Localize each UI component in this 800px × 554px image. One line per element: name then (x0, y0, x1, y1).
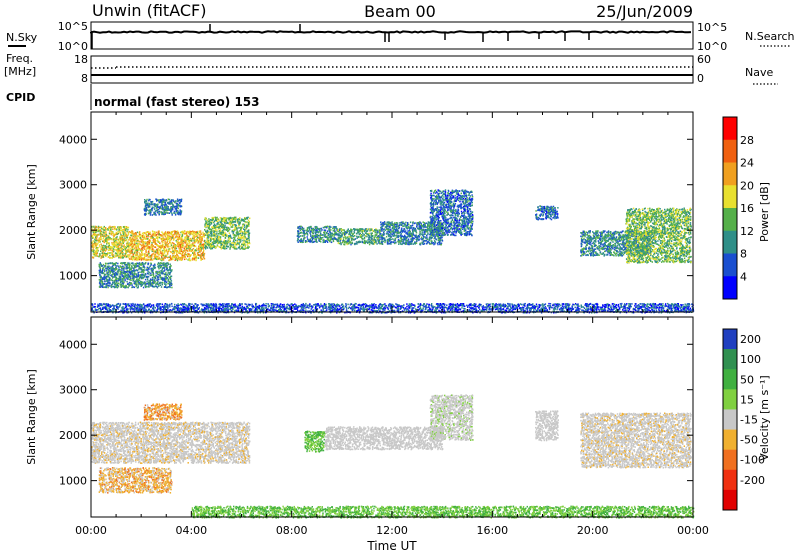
date-title: 25/Jun/2009 (596, 2, 693, 21)
power-cbar-swatch-1 (723, 140, 737, 163)
power-region-3 (99, 262, 173, 289)
power-cbar-tick-6: 4 (740, 270, 747, 283)
velocity-region-5 (430, 394, 474, 441)
velocity-cbar-tick-2: 50 (740, 373, 754, 386)
power-cbar-swatch-7 (723, 276, 737, 299)
velocity-colorbar-label: Velocity [m s⁻¹] (758, 375, 771, 460)
velocity-y-tick-1000: 1000 (59, 475, 87, 488)
nave-tick-bottom: 0 (697, 72, 704, 85)
velocity-region-7 (580, 413, 692, 469)
velocity-region-4 (324, 426, 443, 450)
power-cbar-tick-0: 28 (740, 134, 754, 147)
power-cbar-swatch-3 (723, 185, 737, 208)
power-cbar-tick-4: 12 (740, 225, 754, 238)
power-region-9 (535, 205, 559, 220)
power-y-tick-2000: 2000 (59, 224, 87, 237)
power-cbar-swatch-4 (723, 208, 737, 231)
time-tick-5: 20:00 (577, 524, 609, 537)
velocity-region-3 (304, 431, 325, 453)
power-region-4 (144, 198, 183, 215)
velocity-cbar-tick-1: 100 (740, 353, 761, 366)
power-region-6 (337, 228, 381, 245)
time-tick-0: 00:00 (75, 524, 107, 537)
station-title: Unwin (fitACF) (92, 1, 206, 20)
time-tick-6: 00:00 (677, 524, 709, 537)
power-scatter-data (91, 189, 694, 313)
power-y-axis-label: Slant Range [km] (25, 164, 38, 260)
velocity-cbar-swatch-6 (723, 450, 737, 470)
velocity-cbar-swatch-5 (723, 430, 737, 450)
freq-tick-top: 18 (74, 53, 88, 66)
power-cbar-swatch-0 (723, 117, 737, 140)
power-cbar-tick-2: 20 (740, 179, 754, 192)
time-axis-label: Time UT (366, 539, 417, 553)
velocity-region-2 (144, 403, 183, 420)
power-cbar-tick-5: 8 (740, 248, 747, 261)
velocity-cbar-tick-5: -50 (740, 434, 758, 447)
power-region-1 (129, 230, 206, 261)
power-cbar-swatch-6 (723, 254, 737, 277)
velocity-cbar-tick-3: 15 (740, 393, 754, 406)
cpid-label: CPID (6, 91, 35, 104)
velocity-cbar-swatch-0 (723, 329, 737, 349)
nsearch-label: N.Search (745, 30, 795, 43)
noise-panel: N.Sky 10^5 10^0 10^5 10^0 N.Search (6, 20, 795, 53)
velocity-cbar-swatch-3 (723, 389, 737, 409)
power-panel: 1000 2000 3000 4000 Slant Range [km] (25, 112, 694, 314)
power-cbar-tick-3: 16 (740, 202, 754, 215)
power-y-tick-1000: 1000 (59, 270, 87, 283)
velocity-cbar-tick-0: 200 (740, 333, 761, 346)
power-colorbar-label: Power [dB] (758, 182, 771, 242)
noise-tick-right-bottom: 10^0 (697, 40, 727, 53)
noise-tick-left-bottom: 10^0 (58, 40, 88, 53)
noise-tick-left-top: 10^5 (58, 20, 88, 33)
freq-label: Freq. (6, 52, 33, 65)
velocity-y-tick-4000: 4000 (59, 338, 87, 351)
time-tick-4: 16:00 (476, 524, 508, 537)
power-cbar-swatch-2 (723, 163, 737, 186)
velocity-cbar-swatch-2 (723, 369, 737, 389)
velocity-cbar-tick-4: -15 (740, 414, 758, 427)
nave-label: Nave (745, 66, 773, 79)
noise-sky-trace (91, 24, 691, 49)
velocity-region-1 (99, 467, 173, 494)
time-tick-2: 08:00 (276, 524, 308, 537)
cpid-text: normal (fast stereo) 153 (94, 95, 260, 109)
freq-tick-bottom: 8 (81, 72, 88, 85)
velocity-panel: 1000 2000 3000 4000 00:00 04:00 08:00 12:00 16:… (25, 317, 709, 553)
time-tick-3: 12:00 (376, 524, 408, 537)
freq-unit-label: [MHz] (4, 65, 36, 78)
power-y-tick-3000: 3000 (59, 179, 87, 192)
velocity-y-tick-3000: 3000 (59, 384, 87, 397)
power-y-tick-4000: 4000 (59, 133, 87, 146)
power-region-5 (297, 226, 338, 244)
time-tick-1: 04:00 (175, 524, 207, 537)
power-region-11 (625, 208, 692, 264)
noise-tick-right-top: 10^5 (697, 21, 727, 34)
velocity-y-tick-2000: 2000 (59, 429, 87, 442)
power-region-2 (204, 217, 250, 250)
frequency-trace (91, 67, 693, 75)
nave-tick-top: 60 (697, 53, 711, 66)
nsky-label: N.Sky (6, 31, 38, 44)
velocity-cbar-swatch-1 (723, 349, 737, 369)
radar-summary-figure: Unwin (fitACF) Beam 00 25/Jun/2009 N.Sky… (0, 0, 800, 554)
power-cbar-tick-1: 24 (740, 157, 754, 170)
velocity-cbar-tick-7: -200 (740, 474, 765, 487)
power-cbar-swatch-5 (723, 231, 737, 254)
velocity-region-6 (535, 410, 559, 441)
velocity-cbar-swatch-8 (723, 490, 737, 510)
velocity-cbar-swatch-4 (723, 409, 737, 429)
velocity-scatter-data (91, 394, 694, 518)
velocity-y-axis-label: Slant Range [km] (25, 369, 38, 465)
frequency-panel: Freq. [MHz] 18 8 60 0 Nave (4, 52, 778, 85)
power-colorbar: 28 24 20 16 12 8 4 (723, 117, 754, 299)
beam-title: Beam 00 (364, 2, 436, 21)
velocity-region-0 (91, 422, 250, 464)
cpid-panel: CPID normal (fast stereo) 153 (6, 84, 260, 110)
velocity-cbar-swatch-7 (723, 470, 737, 490)
